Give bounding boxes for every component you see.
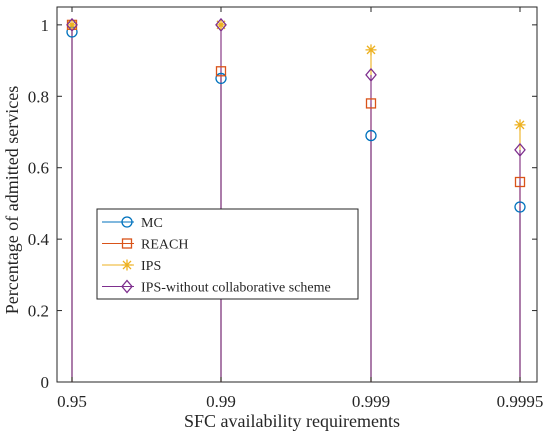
y-tick-label: 0.2: [28, 302, 49, 321]
legend-entry: REACH: [141, 238, 188, 253]
data-point: [365, 129, 377, 142]
x-ticks: 0.95 0.99 0.999 0.9995: [57, 7, 543, 411]
axes-box: [56, 6, 538, 383]
legend-box: [96, 208, 359, 300]
legend-marker: [121, 259, 133, 271]
data-point: [215, 17, 227, 32]
series-reach: [71, 24, 521, 382]
legend-entry: MC: [141, 216, 163, 231]
data-point: [514, 142, 526, 157]
data-point: [66, 17, 78, 32]
data-point: [215, 66, 227, 77]
y-tick-label: 0.8: [28, 87, 49, 106]
legend-marker: [121, 279, 133, 294]
plot-area: [56, 6, 538, 383]
data-point: [365, 98, 377, 109]
y-tick-label: 1: [41, 16, 50, 35]
y-tick-label: 0.6: [28, 159, 49, 178]
series-mc: [71, 32, 521, 382]
data-point: [215, 19, 227, 31]
series-markers-0: [66, 26, 526, 213]
series-ips-without-collaborative-scheme: [71, 24, 521, 382]
series-ips: [71, 24, 521, 382]
x-axis-label: SFC availability requirements: [184, 411, 400, 431]
data-point: [514, 176, 526, 188]
x-tick-label: 0.999: [352, 392, 390, 411]
series-markers-2: [66, 19, 526, 131]
y-tick-label: 0.4: [28, 230, 50, 249]
legend-entry: IPS: [141, 259, 161, 274]
y-tick-label: 0: [41, 373, 50, 392]
series-markers-3: [66, 17, 526, 157]
data-point: [215, 72, 227, 85]
legend: MC REACH IPS IPS-without collaborative sche…: [96, 208, 359, 300]
legend-entry: IPS-without collaborative scheme: [141, 281, 331, 296]
data-point: [365, 44, 377, 56]
y-axis-label: Percentage of admitted services: [2, 86, 22, 314]
legend-marker: [121, 238, 133, 249]
x-tick-label: 0.99: [206, 392, 236, 411]
data-point: [514, 119, 526, 131]
x-tick-label: 0.95: [57, 392, 87, 411]
y-ticks: 0 0.2 0.4 0.6 0.8 1: [28, 16, 537, 392]
series-markers-1: [66, 19, 526, 188]
data-point: [514, 201, 526, 213]
data-point: [66, 19, 78, 31]
data-point: [365, 67, 377, 82]
legend-marker: [121, 216, 133, 228]
x-tick-label: 0.9995: [497, 392, 544, 411]
